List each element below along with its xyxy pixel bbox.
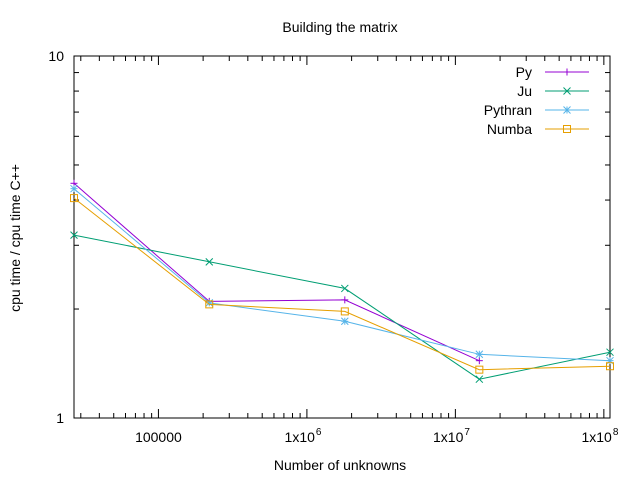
series-ju (70, 231, 614, 384)
x-axis-label: Number of unknowns (274, 457, 406, 473)
data-point-ju (205, 257, 214, 266)
data-point-py (341, 296, 349, 304)
data-point-ju (340, 284, 349, 293)
data-point-ju (606, 348, 614, 357)
data-point-pythran (70, 184, 78, 193)
legend-item-py: Py (516, 64, 589, 80)
legend-item-pythran: Pythran (484, 102, 589, 118)
data-point-numba (606, 362, 614, 371)
legend-swatch-marker (563, 125, 571, 133)
data-point-ju (70, 231, 78, 239)
legend-label: Pythran (484, 102, 532, 118)
legend-label: Numba (487, 121, 532, 137)
x-tick-label: 1x10 (285, 429, 316, 445)
series-line-numba (73, 197, 611, 371)
plot-frame (73, 55, 611, 419)
legend-item-numba: Numba (487, 121, 589, 137)
x-tick-label: 1x10 (581, 429, 612, 445)
legend-item-ju: Ju (517, 83, 589, 99)
legend-swatch-marker (563, 106, 571, 114)
data-point-py (475, 357, 483, 365)
x-tick-exponent: 6 (316, 427, 322, 438)
legend: Py Ju Pythran Numba (484, 64, 589, 137)
series-layer (70, 179, 614, 384)
chart-title: Building the matrix (282, 19, 397, 35)
legend-label: Ju (517, 83, 532, 99)
data-point-numba (70, 194, 78, 203)
legend-swatch-marker (563, 68, 571, 76)
data-point-pythran (340, 317, 349, 326)
legend-label: Py (516, 64, 532, 80)
series-line-pythran (73, 188, 611, 362)
y-tick-label: 10 (48, 48, 64, 64)
data-point-numba (205, 300, 214, 309)
series-numba (70, 194, 614, 374)
data-point-ju (475, 375, 484, 384)
data-point-pythran (475, 350, 484, 359)
series-line-py (73, 182, 480, 362)
series-py (70, 179, 483, 365)
y-tick-label: 1 (56, 410, 64, 426)
series-pythran (70, 184, 614, 365)
data-point-numba (475, 365, 484, 374)
x-tick-exponent: 7 (464, 427, 470, 438)
data-point-numba (340, 307, 349, 316)
x-tick-label: 100000 (135, 429, 182, 445)
x-tick-label: 1x10 (433, 429, 464, 445)
legend-swatch-marker (563, 87, 571, 95)
x-tick-exponent: 8 (613, 427, 619, 438)
y-axis-label: cpu time / cpu time C++ (7, 164, 23, 312)
